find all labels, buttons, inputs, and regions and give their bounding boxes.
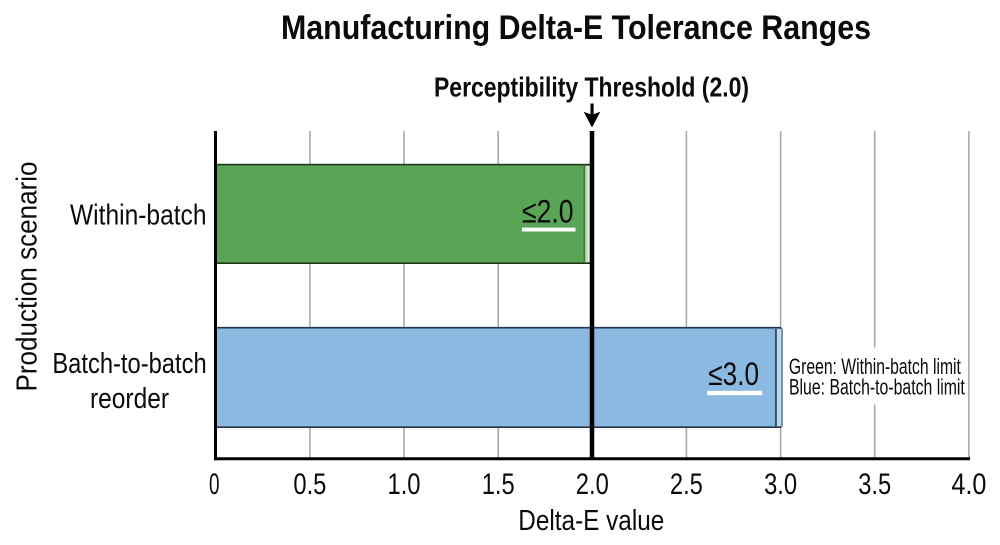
svg-text:Manufacturing Delta-E Toleranc: Manufacturing Delta-E Tolerance Ranges bbox=[281, 9, 871, 47]
svg-text:1.0: 1.0 bbox=[388, 468, 421, 501]
svg-text:Delta-E value: Delta-E value bbox=[518, 505, 664, 537]
svg-text:0.5: 0.5 bbox=[293, 468, 326, 501]
svg-text:3.5: 3.5 bbox=[858, 468, 891, 501]
svg-text:1.5: 1.5 bbox=[482, 468, 515, 501]
svg-text:2.0: 2.0 bbox=[576, 468, 609, 501]
svg-text:0: 0 bbox=[209, 468, 220, 501]
svg-text:Green: Within-batch limit: Green: Within-batch limit bbox=[789, 354, 961, 379]
svg-text:2.5: 2.5 bbox=[670, 468, 703, 501]
svg-text:Batch-to-batch: Batch-to-batch bbox=[52, 348, 206, 380]
svg-text:Production scenario: Production scenario bbox=[11, 162, 43, 392]
svg-text:Within-batch: Within-batch bbox=[70, 199, 207, 231]
svg-text:Perceptibility Threshold (2.0): Perceptibility Threshold (2.0) bbox=[434, 72, 749, 103]
svg-text:Blue: Batch-to-batch limit: Blue: Batch-to-batch limit bbox=[789, 375, 965, 400]
svg-text:4.0: 4.0 bbox=[951, 468, 986, 501]
svg-text:≤2.0: ≤2.0 bbox=[522, 193, 574, 229]
svg-text:reorder: reorder bbox=[90, 383, 169, 415]
svg-text:3.0: 3.0 bbox=[764, 468, 797, 501]
svg-text:≤3.0: ≤3.0 bbox=[708, 356, 759, 392]
